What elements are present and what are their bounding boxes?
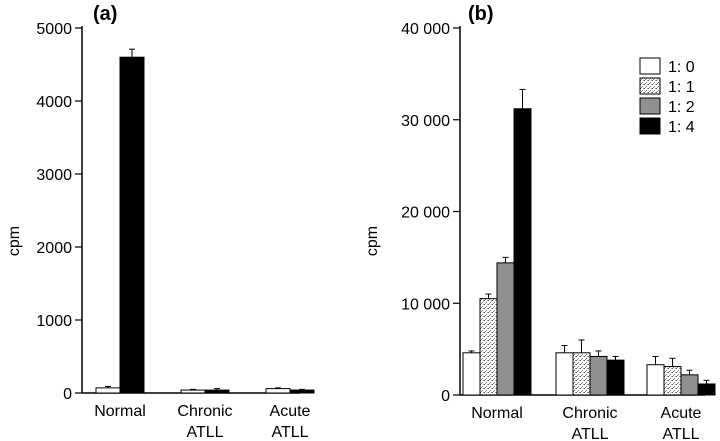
y-tick-label: 4000: [36, 94, 72, 111]
bar: [204, 389, 230, 394]
bar: [119, 56, 145, 394]
category-label: Acute: [270, 403, 311, 420]
bar: [606, 359, 625, 396]
bar: [95, 387, 121, 394]
category-label: Normal: [471, 405, 523, 422]
bar: [572, 352, 591, 396]
y-tick-label: 20 000: [401, 205, 450, 222]
panel-a: (a) 0 1000 2000 3000 4000 5000 cpm Normal Chronic…: [6, 3, 315, 441]
bar: [496, 262, 515, 396]
y-tick-label: 3000: [36, 167, 72, 184]
bar: [555, 352, 574, 396]
category-label: ATLL: [571, 426, 608, 441]
y-tick-label: 0: [441, 388, 450, 405]
legend: 1: 0 1: 1 1: 2 1: 4: [639, 57, 695, 136]
y-tick-label: 30 000: [401, 113, 450, 130]
bar: [589, 355, 608, 396]
bar: [680, 374, 699, 396]
bar: [180, 389, 206, 394]
category-label: ATLL: [662, 426, 699, 441]
panel-b: (b) 0 10 000 20 000 30 000 40 000 cpm Normal Chr…: [364, 3, 716, 441]
category-label: ATLL: [186, 424, 223, 441]
category-label: Acute: [661, 405, 702, 422]
legend-label: 1: 4: [668, 119, 695, 136]
bar: [462, 352, 481, 396]
y-tick-label: 10 000: [401, 296, 450, 313]
bar: [479, 298, 498, 396]
y-tick-label: 5000: [36, 21, 72, 38]
legend-label: 1: 1: [668, 79, 695, 96]
panel-label: (a): [93, 3, 117, 25]
y-tick-label: 40 000: [401, 21, 450, 38]
y-tick-label: 2000: [36, 240, 72, 257]
bar: [697, 383, 716, 396]
y-axis-label: cpm: [364, 226, 381, 256]
panel-label: (b): [468, 3, 494, 25]
category-label: ATLL: [271, 424, 308, 441]
category-label: Normal: [94, 403, 146, 420]
legend-label: 1: 0: [668, 59, 695, 76]
y-tick-label: 1000: [36, 313, 72, 330]
legend-swatch: [639, 57, 661, 75]
bar: [513, 108, 532, 396]
legend-swatch: [639, 97, 661, 115]
bar: [646, 364, 665, 396]
legend-swatch: [639, 77, 661, 95]
bar: [289, 389, 315, 394]
legend-label: 1: 2: [668, 99, 695, 116]
bar: [663, 366, 682, 396]
bar: [265, 388, 291, 394]
category-label: Chronic: [562, 405, 617, 422]
y-axis-label: cpm: [6, 226, 23, 256]
y-tick-label: 0: [63, 386, 72, 403]
legend-swatch: [639, 117, 661, 135]
category-label: Chronic: [177, 403, 232, 420]
